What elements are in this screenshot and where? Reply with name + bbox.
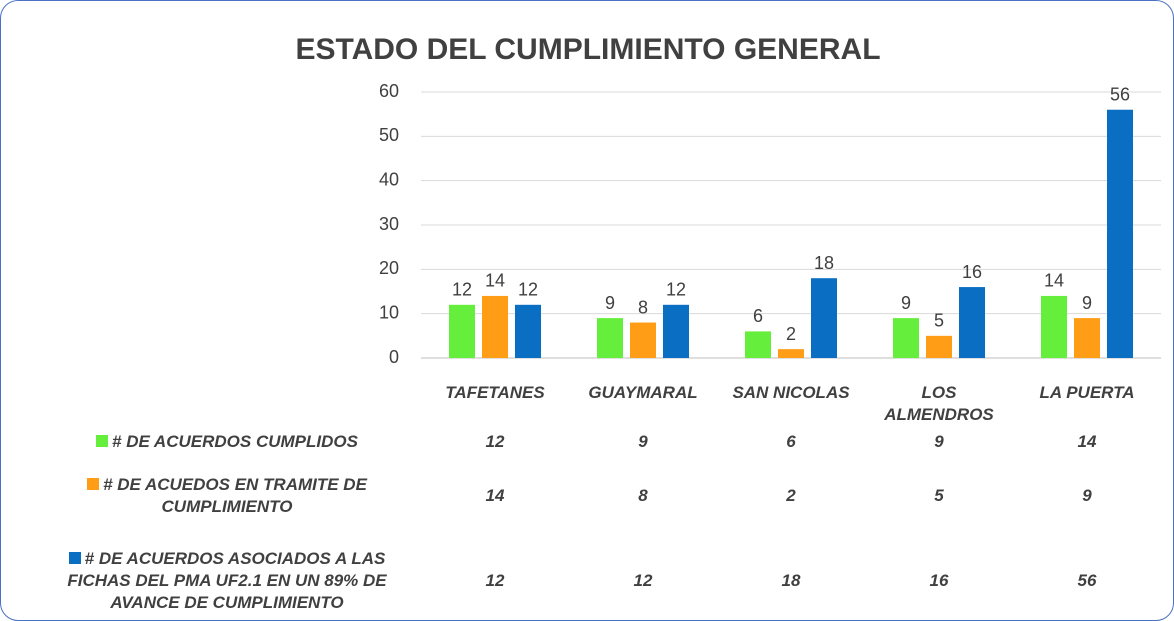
legend-swatch	[87, 478, 100, 490]
table-value: 9	[1082, 486, 1092, 505]
legend-label: # DE ACUEDOS EN TRAMITE DE CUMPLIMIENTO	[103, 475, 367, 516]
data-label: 18	[814, 253, 834, 273]
table-row-header: # DE ACUERDOS CUMPLIDOS	[41, 431, 413, 453]
y-tick-label: 10	[379, 302, 399, 322]
y-tick-label: 40	[379, 169, 399, 189]
bar	[745, 331, 771, 358]
x-tick-label: GUAYMARAL	[588, 383, 698, 402]
chart-title: ESTADO DEL CUMPLIMIENTO GENERAL	[295, 33, 880, 66]
table-value: 6	[786, 432, 796, 451]
table-value: 12	[633, 571, 653, 590]
bar	[811, 278, 837, 358]
y-tick-label: 20	[379, 258, 399, 278]
data-label: 8	[638, 297, 648, 317]
data-label: 9	[1082, 293, 1092, 313]
data-label: 5	[934, 311, 944, 331]
data-label: 12	[452, 280, 472, 300]
bar	[449, 304, 475, 358]
table-value: 16	[929, 571, 949, 590]
table-row-header: # DE ACUEDOS EN TRAMITE DE CUMPLIMIENTO	[41, 474, 413, 518]
table-value: 5	[934, 486, 944, 505]
x-tick-label: TAFETANES	[445, 383, 545, 402]
table-value: 14	[485, 486, 505, 505]
data-label: 12	[666, 280, 686, 300]
table-value: 12	[485, 432, 505, 451]
bar	[597, 318, 623, 358]
table-value: 12	[485, 571, 505, 590]
table-row-header: # DE ACUERDOS ASOCIADOS A LAS FICHAS DEL…	[41, 548, 413, 614]
data-label: 9	[901, 293, 911, 313]
table-value: 14	[1077, 432, 1097, 451]
table-value: 18	[781, 571, 801, 590]
bar	[630, 322, 656, 358]
x-tick-label: LOS ALMENDROS	[884, 383, 994, 424]
x-tick-label: SAN NICOLAS	[732, 383, 850, 402]
bar	[515, 304, 541, 358]
data-label: 16	[962, 262, 982, 282]
table-value: 9	[638, 432, 648, 451]
x-tick-label: LA PUERTA	[1039, 383, 1135, 402]
table-value: 9	[934, 432, 944, 451]
data-label: 56	[1110, 84, 1130, 104]
legend-label: # DE ACUERDOS CUMPLIDOS	[112, 432, 358, 451]
bar	[1041, 295, 1067, 358]
data-label: 14	[485, 271, 505, 291]
bar	[959, 287, 985, 358]
table-value: 2	[786, 486, 796, 505]
bar	[778, 349, 804, 358]
y-tick-label: 60	[379, 81, 399, 101]
data-label: 14	[1044, 271, 1064, 291]
legend-swatch	[68, 552, 81, 564]
y-tick-label: 0	[389, 347, 399, 367]
y-tick-label: 30	[379, 214, 399, 234]
table-value: 8	[638, 486, 648, 505]
bar	[926, 335, 952, 358]
bar	[1107, 109, 1133, 358]
data-label: 9	[605, 293, 615, 313]
bar	[1074, 318, 1100, 358]
data-label: 2	[786, 324, 796, 344]
bar	[482, 295, 508, 358]
legend-label: # DE ACUERDOS ASOCIADOS A LAS FICHAS DEL…	[67, 549, 387, 612]
data-label: 6	[753, 306, 763, 326]
table-value: 56	[1077, 571, 1097, 590]
bar	[663, 304, 689, 358]
data-label: 12	[518, 280, 538, 300]
y-tick-label: 50	[379, 125, 399, 145]
legend-swatch	[96, 435, 109, 447]
bar	[893, 318, 919, 358]
